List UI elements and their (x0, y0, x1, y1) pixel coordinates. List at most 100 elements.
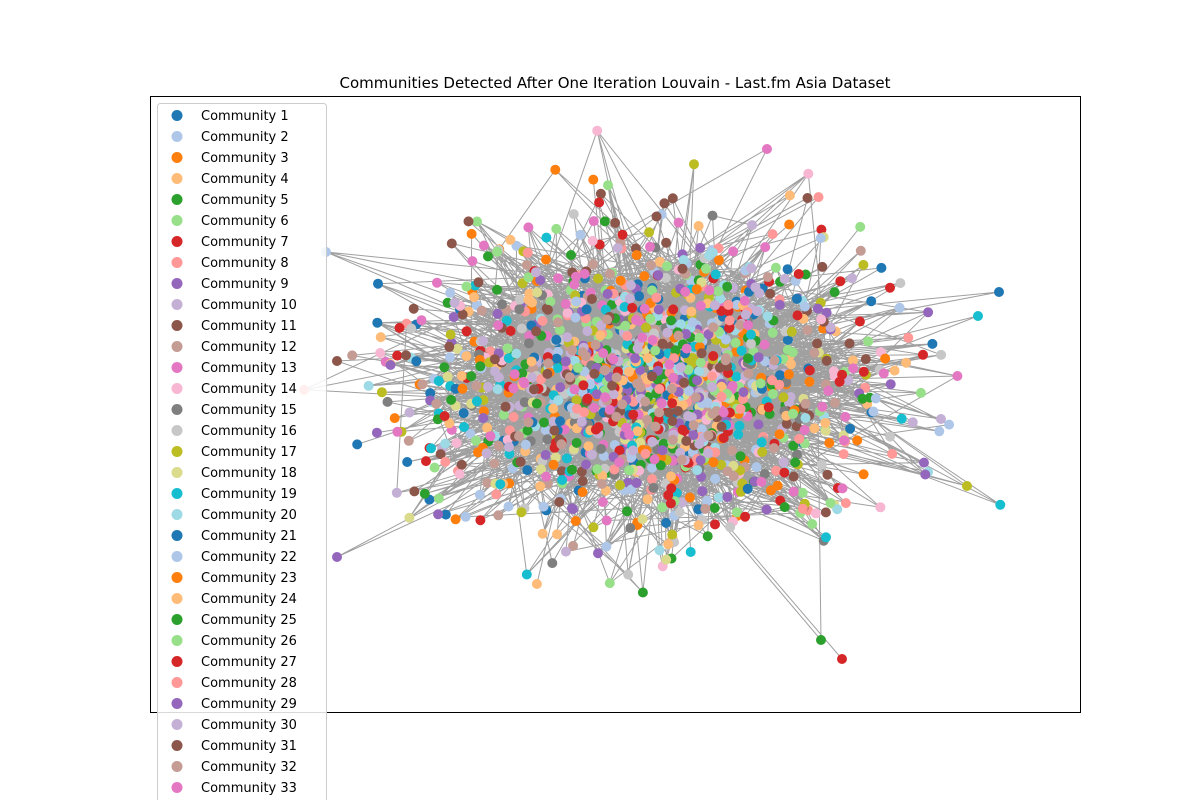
legend-label: Community 32 (201, 760, 297, 775)
legend-label: Community 8 (201, 256, 289, 271)
legend-marker (171, 761, 183, 772)
legend-label: Community 10 (201, 298, 297, 313)
legend-label: Community 30 (201, 718, 297, 733)
legend-marker (171, 509, 183, 520)
legend-label: Community 27 (201, 655, 297, 670)
legend-marker (171, 593, 183, 604)
legend-entry: Community 20 (171, 508, 297, 523)
legend-marker (171, 173, 183, 184)
legend-label: Community 11 (201, 319, 297, 334)
legend-entry: Community 13 (171, 361, 297, 376)
legend-label: Community 14 (201, 382, 297, 397)
legend-entry: Community 3 (171, 151, 289, 166)
network-nodes (299, 125, 1006, 664)
legend-entry: Community 8 (171, 256, 289, 271)
legend-marker (171, 362, 183, 373)
legend-label: Community 20 (201, 508, 297, 523)
legend-marker (171, 572, 183, 583)
legend-marker (171, 635, 183, 646)
legend-label: Community 28 (201, 676, 297, 691)
legend-label: Community 23 (201, 571, 297, 586)
legend-label: Community 16 (201, 424, 297, 439)
legend-entry: Community 10 (171, 298, 297, 313)
legend-marker (171, 236, 183, 247)
legend-marker (171, 782, 183, 793)
legend: Community 1 Community 2 Community 3 Communi… (157, 103, 327, 800)
legend-entry: Community 15 (171, 403, 297, 418)
legend-entry: Community 11 (171, 319, 297, 334)
community-nodes (394, 197, 928, 664)
legend-entry: Community 28 (171, 676, 297, 691)
legend-box (157, 103, 327, 800)
legend-label: Community 15 (201, 403, 297, 418)
legend-marker (171, 614, 183, 625)
legend-marker (171, 677, 183, 688)
legend-marker (171, 341, 183, 352)
legend-entry: Community 31 (171, 739, 297, 754)
legend-entry: Community 9 (171, 277, 289, 292)
legend-entry: Community 24 (171, 592, 297, 607)
legend-marker (171, 656, 183, 667)
legend-label: Community 22 (201, 550, 297, 565)
legend-label: Community 17 (201, 445, 297, 460)
chart-title: Communities Detected After One Iteration… (339, 74, 890, 92)
legend-label: Community 4 (201, 172, 289, 187)
legend-entry: Community 2 (171, 130, 289, 145)
legend-label: Community 5 (201, 193, 289, 208)
legend-entry: Community 4 (171, 172, 289, 187)
legend-label: Community 9 (201, 277, 289, 292)
community-nodes (457, 219, 891, 503)
legend-marker (171, 320, 183, 331)
community-nodes (347, 268, 840, 514)
legend-marker (171, 425, 183, 436)
legend-marker (171, 299, 183, 310)
legend-label: Community 25 (201, 613, 297, 628)
community-nodes (332, 193, 855, 508)
legend-marker (171, 194, 183, 205)
legend-marker (171, 530, 183, 541)
legend-entry: Community 23 (171, 571, 297, 586)
legend-marker (171, 215, 183, 226)
legend-marker (171, 488, 183, 499)
legend-entry: Community 17 (171, 445, 297, 460)
legend-marker (171, 698, 183, 709)
legend-marker (171, 257, 183, 268)
legend-label: Community 19 (201, 487, 297, 502)
legend-entry: Community 32 (171, 760, 297, 775)
legend-label: Community 2 (201, 130, 289, 145)
legend-entry: Community 18 (171, 466, 297, 481)
legend-label: Community 3 (201, 151, 289, 166)
legend-label: Community 21 (201, 529, 297, 544)
legend-marker (171, 467, 183, 478)
legend-label: Community 24 (201, 592, 297, 607)
legend-label: Community 26 (201, 634, 297, 649)
legend-label: Community 7 (201, 235, 289, 250)
legend-entry: Community 19 (171, 487, 297, 502)
legend-label: Community 18 (201, 466, 297, 481)
legend-marker (171, 383, 183, 394)
legend-entry: Community 29 (171, 697, 297, 712)
legend-label: Community 1 (201, 109, 289, 124)
legend-entry: Community 30 (171, 718, 297, 733)
legend-label: Community 33 (201, 781, 297, 796)
legend-marker (171, 719, 183, 730)
legend-label: Community 12 (201, 340, 297, 355)
legend-marker (171, 152, 183, 163)
legend-marker (171, 446, 183, 457)
legend-marker (171, 110, 183, 121)
legend-marker (171, 740, 183, 751)
legend-entry: Community 6 (171, 214, 289, 229)
legend-entry: Community 7 (171, 235, 289, 250)
legend-entry: Community 25 (171, 613, 297, 628)
legend-entry: Community 14 (171, 382, 297, 397)
legend-entry: Community 1 (171, 109, 289, 124)
legend-marker (171, 404, 183, 415)
legend-marker (171, 551, 183, 562)
legend-entry: Community 16 (171, 424, 297, 439)
legend-label: Community 29 (201, 697, 297, 712)
legend-entry: Community 33 (171, 781, 297, 796)
legend-entry: Community 22 (171, 550, 297, 565)
legend-marker (171, 131, 183, 142)
legend-entry: Community 26 (171, 634, 297, 649)
